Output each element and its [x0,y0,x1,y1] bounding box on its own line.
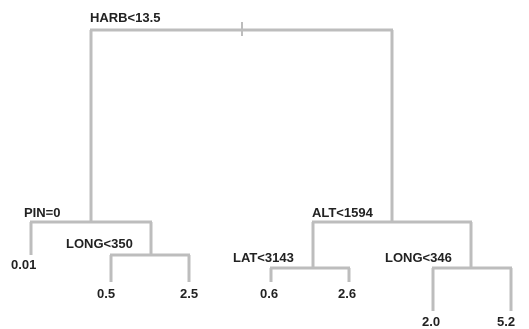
split-label-long-346: LONG<346 [385,250,452,265]
leaf-value-3: 2.5 [180,286,198,301]
split-label-alt: ALT<1594 [312,205,374,220]
leaf-value-1: 0.01 [11,257,36,272]
leaf-value-2: 0.5 [97,286,115,301]
split-label-long-350: LONG<350 [66,236,133,251]
leaf-value-4: 0.6 [260,286,278,301]
leaf-value-6: 2.0 [422,314,440,329]
leaf-value-5: 2.6 [338,286,356,301]
leaf-value-7: 5.2 [497,314,515,329]
split-label-pin: PIN=0 [24,205,61,220]
split-label-lat: LAT<3143 [233,250,294,265]
split-label-root: HARB<13.5 [90,10,160,25]
tree-branches [29,28,513,311]
